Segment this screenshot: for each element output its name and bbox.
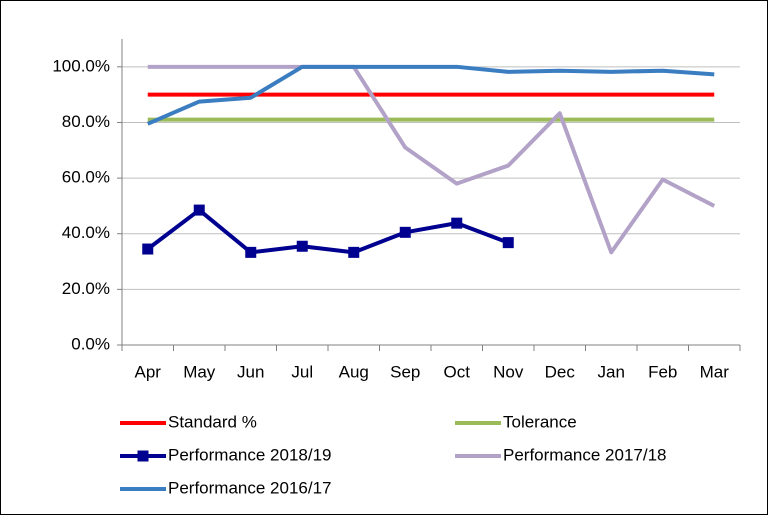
y-tick-label: 60.0%	[62, 168, 110, 187]
x-tick-label: Nov	[493, 362, 524, 381]
series-marker	[399, 226, 411, 238]
legend-marker	[137, 450, 149, 462]
x-tick-label: Oct	[444, 362, 471, 381]
series-line	[146, 64, 715, 126]
series-line	[147, 64, 716, 255]
y-tick-label: 80.0%	[62, 112, 110, 131]
x-tick-label: Jul	[291, 362, 313, 381]
x-tick-label: May	[183, 362, 216, 381]
legend-label: Performance 2016/17	[168, 478, 332, 497]
x-tick-label: Jun	[237, 362, 264, 381]
series-marker	[193, 204, 205, 216]
legend-label: Standard %	[168, 412, 257, 431]
y-tick-label: 100.0%	[52, 56, 110, 75]
legend-label: Performance 2017/18	[503, 445, 667, 464]
y-tick-label: 0.0%	[71, 334, 110, 353]
legend-label: Tolerance	[503, 412, 577, 431]
series-marker	[142, 243, 154, 255]
x-tick-label: Mar	[700, 362, 730, 381]
x-tick-label: Feb	[648, 362, 677, 381]
x-tick-label: Jan	[598, 362, 625, 381]
series-marker	[245, 246, 257, 258]
series-marker	[451, 217, 463, 229]
series-marker	[502, 237, 514, 249]
series-marker	[296, 240, 308, 252]
x-tick-label: Aug	[339, 362, 369, 381]
y-tick-label: 20.0%	[62, 279, 110, 298]
x-tick-label: Apr	[135, 362, 162, 381]
y-tick-label: 40.0%	[62, 223, 110, 242]
legend-label: Performance 2018/19	[168, 445, 332, 464]
series-line	[146, 208, 509, 255]
series-marker	[348, 246, 360, 258]
x-tick-label: Dec	[545, 362, 576, 381]
x-tick-label: Sep	[390, 362, 420, 381]
